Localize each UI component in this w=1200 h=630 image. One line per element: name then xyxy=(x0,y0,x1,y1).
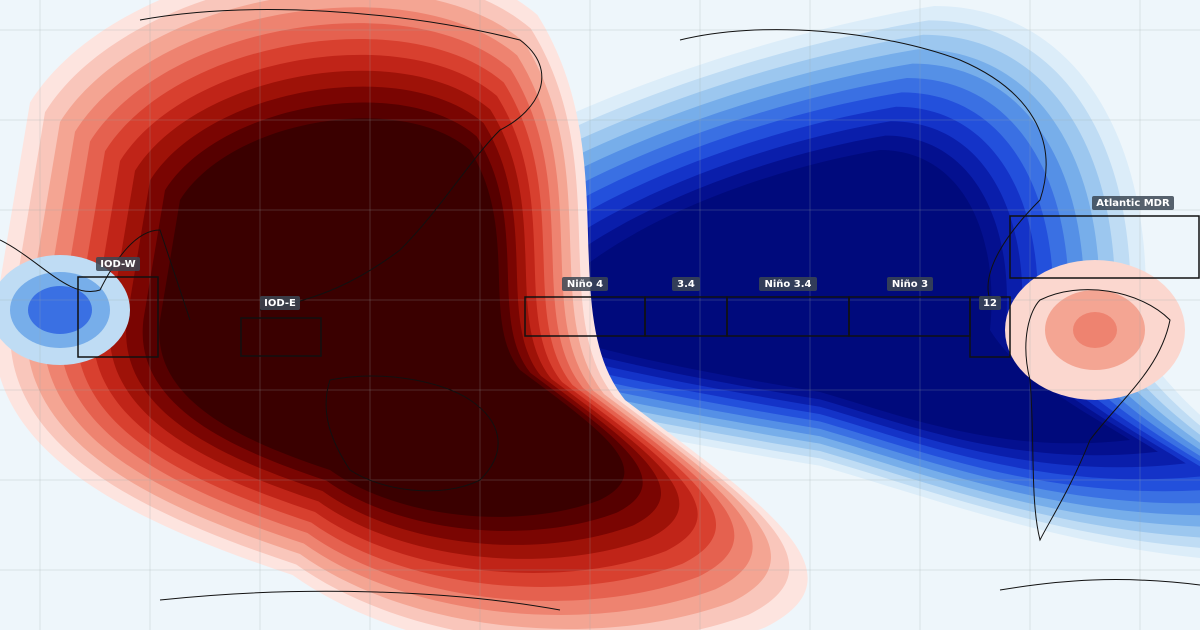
label-bg xyxy=(260,296,300,310)
label-bg xyxy=(672,277,700,291)
coastlines xyxy=(0,9,1200,611)
region-label: Niño 3 xyxy=(892,279,928,290)
label-bg xyxy=(979,296,1001,310)
region-box xyxy=(240,317,322,357)
label-bg xyxy=(562,277,608,291)
region-label: 12 xyxy=(983,298,997,309)
label-bg xyxy=(1092,196,1174,210)
label-bg xyxy=(759,277,817,291)
region-label: IOD-E xyxy=(264,298,296,309)
region-box xyxy=(1009,215,1200,279)
label-bg xyxy=(887,277,933,291)
regions: IOD-W IOD-E Niño 4 3.4 Niño 3.4 Niño 3 1… xyxy=(77,196,1200,358)
region-label: Atlantic MDR xyxy=(1096,198,1170,209)
region-box xyxy=(77,276,159,358)
contour-band xyxy=(1073,312,1117,348)
label-bg xyxy=(96,257,140,271)
region-label: Niño 3.4 xyxy=(765,279,812,290)
contour-band xyxy=(28,286,92,334)
region-label: IOD-W xyxy=(100,259,135,270)
region-label: Niño 4 xyxy=(567,279,603,290)
region-label: 3.4 xyxy=(677,279,695,290)
